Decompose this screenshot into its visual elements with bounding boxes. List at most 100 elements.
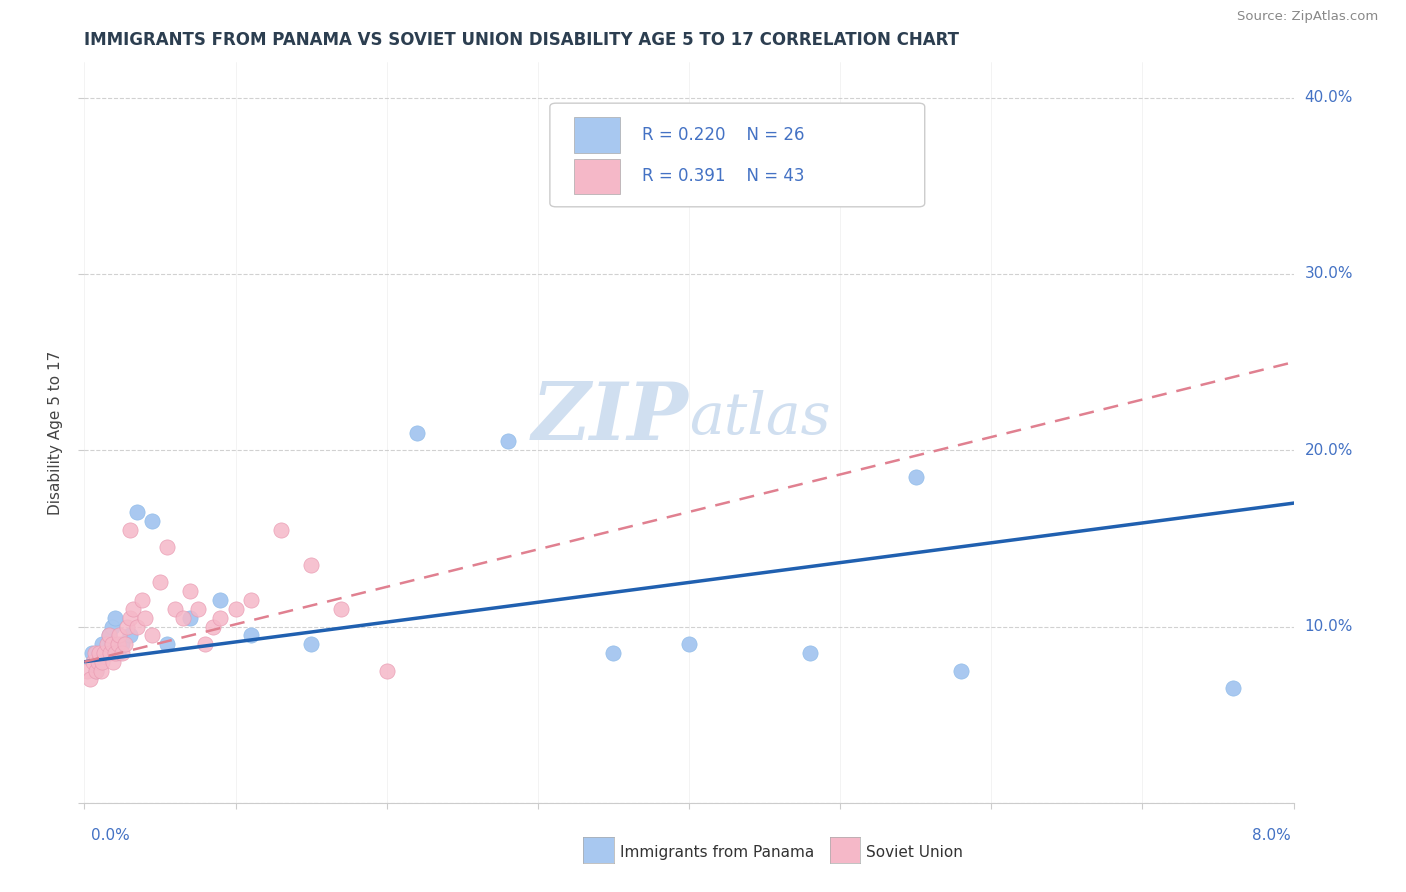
Point: [101, 655, 124, 669]
Point: [82, 655, 104, 669]
Point: [225, 602, 247, 616]
Point: [127, 619, 149, 633]
FancyBboxPatch shape: [574, 159, 620, 194]
Point: [97, 628, 120, 642]
Point: [100, 619, 122, 633]
Point: [209, 593, 232, 607]
Point: [104, 611, 127, 625]
Point: [239, 628, 262, 642]
Point: [127, 505, 149, 519]
Point: [91, 637, 114, 651]
Text: R = 0.220    N = 26: R = 0.220 N = 26: [641, 126, 804, 144]
FancyBboxPatch shape: [550, 103, 925, 207]
Point: [678, 637, 700, 651]
Point: [76, 664, 98, 678]
Point: [602, 646, 624, 660]
Text: atlas: atlas: [689, 390, 831, 446]
Point: [97, 628, 120, 642]
Point: [904, 469, 927, 483]
Point: [239, 593, 262, 607]
Point: [91, 637, 114, 651]
Point: [179, 611, 201, 625]
Point: [950, 664, 973, 678]
Point: [118, 523, 141, 537]
Point: [156, 540, 179, 554]
Point: [89, 646, 111, 660]
Point: [84, 646, 107, 660]
Text: Immigrants from Panama: Immigrants from Panama: [620, 846, 814, 860]
Point: [115, 619, 138, 633]
Point: [104, 646, 127, 660]
Point: [194, 637, 217, 651]
Point: [80, 646, 103, 660]
Point: [179, 611, 201, 625]
Point: [111, 637, 134, 651]
Point: [209, 611, 232, 625]
Point: [496, 434, 519, 449]
Point: [201, 619, 224, 633]
Point: [86, 664, 108, 678]
Point: [107, 646, 129, 660]
Point: [375, 664, 398, 678]
Text: Source: ZipAtlas.com: Source: ZipAtlas.com: [1237, 10, 1378, 22]
Point: [90, 664, 112, 678]
FancyBboxPatch shape: [574, 117, 620, 153]
Point: [799, 646, 821, 660]
Point: [678, 637, 700, 651]
Text: IMMIGRANTS FROM PANAMA VS SOVIET UNION DISABILITY AGE 5 TO 17 CORRELATION CHART: IMMIGRANTS FROM PANAMA VS SOVIET UNION D…: [84, 31, 959, 49]
Point: [406, 425, 429, 440]
Y-axis label: Disability Age 5 to 17: Disability Age 5 to 17: [48, 351, 63, 515]
Point: [98, 646, 121, 660]
Point: [80, 646, 103, 660]
Point: [149, 575, 172, 590]
Point: [111, 637, 134, 651]
Point: [114, 637, 136, 651]
Point: [79, 673, 101, 687]
Text: 20.0%: 20.0%: [1305, 442, 1353, 458]
Text: 8.0%: 8.0%: [1251, 829, 1291, 843]
Point: [141, 514, 163, 528]
Point: [107, 646, 129, 660]
Point: [87, 655, 110, 669]
Point: [100, 619, 122, 633]
Point: [93, 646, 115, 660]
Point: [163, 602, 186, 616]
Point: [131, 593, 153, 607]
Point: [86, 664, 108, 678]
Point: [121, 602, 143, 616]
Text: 40.0%: 40.0%: [1305, 90, 1353, 105]
Point: [799, 646, 821, 660]
Point: [187, 602, 209, 616]
Point: [104, 611, 127, 625]
Point: [950, 664, 973, 678]
Point: [100, 637, 122, 651]
Text: Soviet Union: Soviet Union: [866, 846, 963, 860]
Point: [118, 611, 141, 625]
Text: ZIP: ZIP: [531, 379, 689, 457]
Point: [96, 637, 118, 651]
Point: [1222, 681, 1244, 696]
Point: [299, 637, 322, 651]
Point: [107, 637, 129, 651]
Text: 10.0%: 10.0%: [1305, 619, 1353, 634]
Text: 0.0%: 0.0%: [91, 829, 131, 843]
Point: [91, 655, 114, 669]
Point: [330, 602, 353, 616]
Point: [86, 664, 108, 678]
Point: [134, 611, 156, 625]
Point: [156, 637, 179, 651]
Point: [111, 646, 134, 660]
Point: [141, 628, 163, 642]
Point: [904, 469, 927, 483]
Point: [299, 558, 322, 572]
Point: [239, 628, 262, 642]
Point: [270, 523, 292, 537]
Point: [156, 637, 179, 651]
Text: 30.0%: 30.0%: [1305, 267, 1353, 282]
Point: [179, 584, 201, 599]
Point: [496, 434, 519, 449]
Point: [118, 628, 141, 642]
Point: [89, 655, 111, 669]
Point: [94, 646, 117, 660]
Point: [118, 628, 141, 642]
